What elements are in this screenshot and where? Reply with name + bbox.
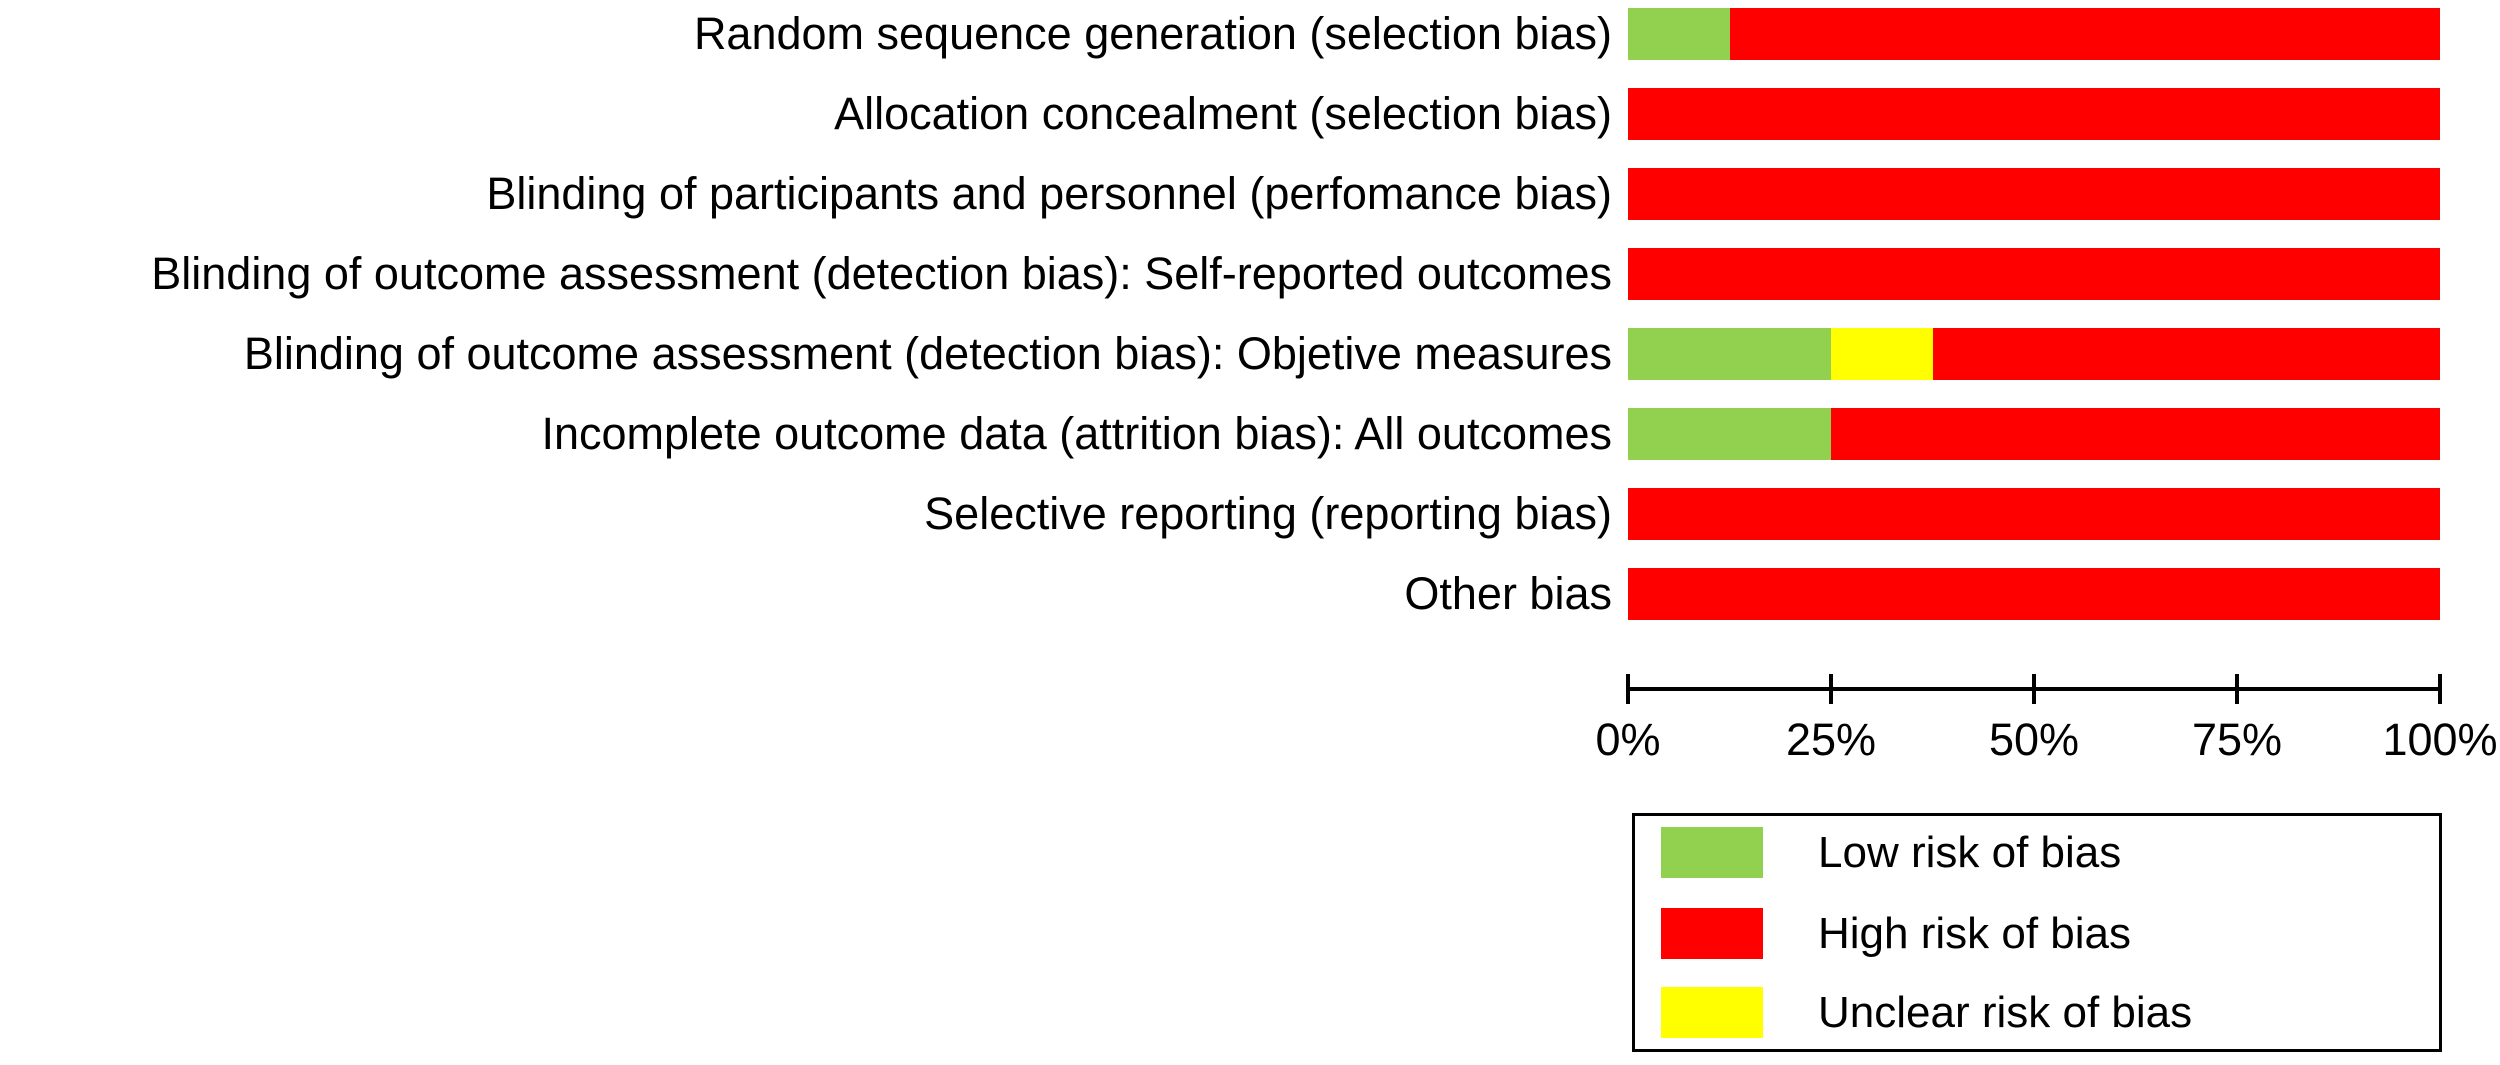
stacked-bar: [1628, 328, 2440, 380]
category-label: Other bias: [1404, 568, 1612, 619]
chart-row: Random sequence generation (selection bi…: [0, 8, 2500, 60]
stacked-bar: [1628, 8, 2440, 60]
x-axis-tick-labels: 0% 25% 50% 75% 100%: [1595, 712, 2497, 768]
axis-tick: [2032, 674, 2036, 704]
category-label: Blinding of participants and personnel (…: [486, 168, 1612, 219]
bar-segment-high-risk: [1628, 488, 2440, 540]
bar-segment-high-risk: [1628, 168, 2440, 220]
legend-item: High risk of bias: [1635, 908, 2439, 959]
bar-segment-high-risk: [1932, 328, 2440, 380]
stacked-bar: [1628, 568, 2440, 620]
chart-row: Allocation concealment (selection bias): [0, 88, 2500, 140]
axis-tick-label: 50%: [1988, 714, 2080, 765]
legend-item: Low risk of bias: [1635, 827, 2439, 878]
category-label: Random sequence generation (selection bi…: [693, 8, 1612, 59]
chart-row: Blinding of outcome assessment (detectio…: [0, 248, 2500, 300]
bar-segment-high-risk: [1628, 88, 2440, 140]
axis-tick: [1829, 674, 1833, 704]
bar-segment-high-risk: [1729, 8, 2440, 60]
bar-segment-high-risk: [1628, 248, 2440, 300]
stacked-bar: [1628, 168, 2440, 220]
axis-tick: [2438, 674, 2442, 704]
category-label: Allocation concealment (selection bias): [834, 88, 1612, 139]
category-label: Incomplete outcome data (attrition bias)…: [541, 408, 1612, 459]
legend-swatch-unclear-risk: [1661, 987, 1763, 1038]
stacked-bar: [1628, 488, 2440, 540]
legend-item: Unclear risk of bias: [1635, 987, 2439, 1038]
axis-tick-label: 75%: [2191, 714, 2283, 765]
legend-box: Low risk of bias High risk of bias Unclear…: [1632, 813, 2442, 1052]
chart-row: Blinding of outcome assessment (detectio…: [0, 328, 2500, 380]
chart-row: Blinding of participants and personnel (…: [0, 168, 2500, 220]
bar-segment-high-risk: [1831, 408, 2440, 460]
legend-label: High risk of bias: [1818, 909, 2132, 958]
category-label: Selective reporting (reporting bias): [924, 488, 1612, 539]
legend-label: Low risk of bias: [1818, 828, 2122, 877]
legend-swatch-low-risk: [1661, 827, 1763, 878]
axis-tick-label: 25%: [1785, 714, 1877, 765]
chart-row: Selective reporting (reporting bias): [0, 488, 2500, 540]
stacked-bar: [1628, 248, 2440, 300]
chart-row: Incomplete outcome data (attrition bias)…: [0, 408, 2500, 460]
bar-segment-low-risk: [1628, 8, 1730, 60]
axis-tick: [2235, 674, 2239, 704]
stacked-bar: [1628, 88, 2440, 140]
chart-row: Other bias: [0, 568, 2500, 620]
bar-segment-high-risk: [1628, 568, 2440, 620]
bar-segment-low-risk: [1628, 328, 1831, 380]
axis-tick-label: 0%: [1595, 714, 1661, 765]
legend-swatch-high-risk: [1661, 908, 1763, 959]
bar-segment-unclear-risk: [1831, 328, 1933, 380]
category-label: Blinding of outcome assessment (detectio…: [151, 248, 1612, 299]
axis-tick-label: 100%: [2382, 714, 2498, 765]
legend-label: Unclear risk of bias: [1818, 988, 2193, 1037]
x-axis: [1626, 674, 2442, 704]
category-label: Blinding of outcome assessment (detectio…: [243, 328, 1612, 379]
stacked-bar: [1628, 408, 2440, 460]
axis-tick: [1626, 674, 1630, 704]
bar-segment-low-risk: [1628, 408, 1831, 460]
